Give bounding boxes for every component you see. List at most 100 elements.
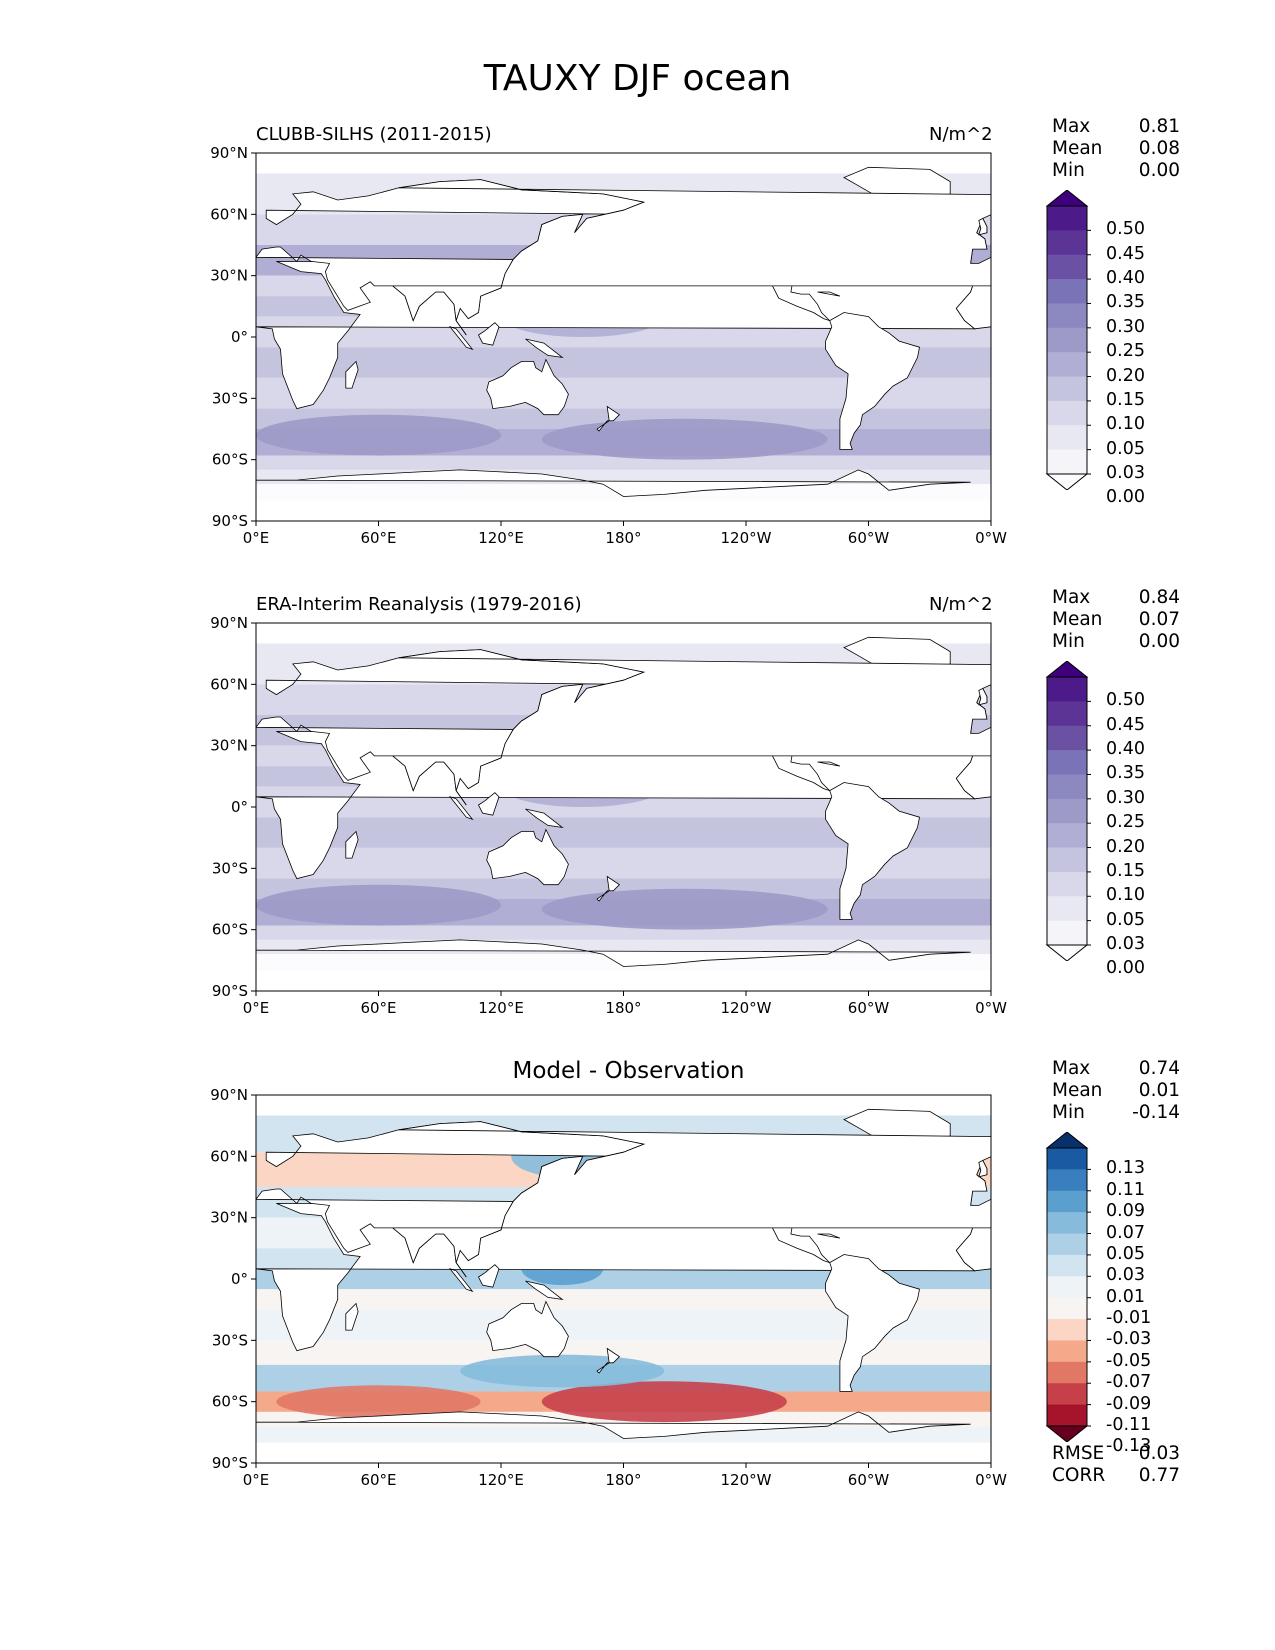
- coastline-antarctica: [256, 939, 971, 991]
- colorbar-tick-label: 0.00: [1106, 487, 1145, 508]
- panel-1-colorbar: [1045, 190, 1091, 490]
- colorbar-tick-label: 0.05: [1106, 1243, 1145, 1264]
- coastline-nz: [596, 875, 621, 902]
- coastline-samerica: [825, 782, 920, 920]
- min-value: 0.00: [1138, 631, 1180, 652]
- panel-3-title: Model - Observation: [512, 1058, 745, 1084]
- coastline-australia: [486, 1300, 569, 1358]
- coastline-cuba: [817, 291, 841, 297]
- colorbar-tick-label: 0.40: [1106, 739, 1145, 760]
- coastline-eurasia-wrap: [391, 179, 991, 336]
- colorbar-tick-label: 0.40: [1106, 268, 1145, 289]
- lat-tick-label: 30°S: [212, 1331, 248, 1349]
- coastline-eurasia-wrap: [391, 1121, 991, 1278]
- lon-tick-label: 60°E: [360, 1471, 396, 1489]
- colorbar-tick-label: 0.00: [1106, 958, 1145, 979]
- colorbar-segment: [1047, 1361, 1087, 1384]
- lon-tick-label: 180°: [605, 529, 641, 547]
- colorbar-tick-label: 0.11: [1106, 1179, 1145, 1200]
- field-patch: [256, 414, 501, 456]
- colorbar-extend-min: [1045, 473, 1089, 490]
- max-label: Max: [1052, 116, 1091, 137]
- colorbar-segment: [1047, 425, 1087, 451]
- colorbar-segment: [1047, 352, 1087, 378]
- min-label: Min: [1052, 1102, 1085, 1123]
- colorbar-segment: [1047, 206, 1087, 231]
- max-value: 0.81: [1138, 116, 1180, 137]
- colorbar-tick-label: 0.01: [1106, 1286, 1145, 1307]
- coastline-samerica: [825, 312, 920, 450]
- coastline-uk-wrap: [978, 217, 988, 236]
- lon-tick-label: 120°W: [721, 999, 772, 1017]
- colorbar-tick-label: 0.13: [1106, 1158, 1145, 1179]
- coastline-sumatra: [448, 1268, 474, 1293]
- mean-label: Mean: [1052, 138, 1103, 159]
- coastline-eurasia-wrap: [391, 649, 991, 806]
- colorbar-tick-label: 0.20: [1106, 365, 1145, 386]
- colorbar-tick-label: 0.10: [1106, 885, 1145, 906]
- colorbar-tick-label: -0.13: [1106, 1436, 1152, 1457]
- lon-tick-label: 120°E: [478, 529, 524, 547]
- coastline-nz: [596, 1347, 621, 1374]
- lon-tick-label: 60°W: [848, 999, 890, 1017]
- min-label: Min: [1052, 160, 1085, 181]
- coastline-madagascar: [345, 360, 359, 389]
- colorbar-tick-label: -0.05: [1106, 1350, 1152, 1371]
- panel-3-metrics: RMSE 0.03 CORR 0.77: [1052, 1443, 1180, 1487]
- panel-3-colorbar: [1045, 1132, 1091, 1442]
- coastline-cuba: [817, 1233, 841, 1239]
- field-patch: [276, 1385, 481, 1419]
- lon-tick-label: 180°: [605, 999, 641, 1017]
- colorbar-tick-label: 0.45: [1106, 243, 1145, 264]
- colorbar-tick-label: 0.05: [1106, 909, 1145, 930]
- panel-2-map: 90°N 60°N 30°N 0° 30°S 60°S 90°S0°E 60°E 120°E 18…: [210, 614, 1007, 1017]
- lon-tick-label: 180°: [605, 1471, 641, 1489]
- panel-1-units: N/m^2: [929, 124, 993, 145]
- coastline-newguinea: [525, 808, 564, 829]
- field-patch: [256, 884, 501, 926]
- lon-tick-label: 60°W: [848, 1471, 890, 1489]
- colorbar-tick-label: -0.07: [1106, 1372, 1152, 1393]
- field-band: [256, 925, 991, 940]
- colorbar-segment: [1047, 1383, 1087, 1406]
- mean-label: Mean: [1052, 1080, 1103, 1101]
- colorbar-tick-label: 0.25: [1106, 341, 1145, 362]
- colorbar-segment: [1047, 1233, 1087, 1256]
- panel-3-map: 90°N 60°N 30°N 0° 30°S 60°S 90°S0°E 60°E 120°E 18…: [210, 1086, 1007, 1489]
- coastline-nz: [596, 405, 621, 432]
- lon-tick-label: 0°E: [243, 999, 270, 1017]
- colorbar-segment: [1047, 896, 1087, 922]
- colorbar-segment: [1047, 823, 1087, 849]
- lat-tick-label: 30°N: [210, 1209, 248, 1227]
- min-value: -0.14: [1132, 1102, 1180, 1123]
- mean-label: Mean: [1052, 609, 1103, 630]
- colorbar-segment: [1047, 449, 1087, 475]
- colorbar-segment: [1047, 701, 1087, 727]
- coastline-australia: [486, 358, 569, 416]
- field-patch: [541, 418, 828, 460]
- coastline-australia: [486, 828, 569, 886]
- coastline-sumatra: [448, 326, 474, 351]
- coastline-borneo: [477, 1264, 500, 1288]
- lat-tick-label: 60°S: [212, 451, 248, 469]
- lon-tick-label: 0°W: [975, 999, 1007, 1017]
- lon-tick-label: 60°E: [360, 999, 396, 1017]
- colorbar-segment: [1047, 279, 1087, 304]
- colorbar-segment: [1047, 1276, 1087, 1299]
- panel-2-title-left: ERA-Interim Reanalysis (1979-2016): [256, 594, 582, 615]
- colorbar-segment: [1047, 303, 1087, 329]
- coastline-madagascar: [345, 1302, 359, 1331]
- lon-tick-label: 0°E: [243, 1471, 270, 1489]
- colorbar-tick-label: -0.01: [1106, 1308, 1152, 1329]
- colorbar-segment: [1047, 1404, 1087, 1427]
- lat-tick-label: 0°: [231, 1270, 248, 1288]
- panel-2-units: N/m^2: [929, 594, 993, 615]
- panel-3-stats: Max 0.74 Mean 0.01 Min -0.14: [1052, 1058, 1180, 1124]
- colorbar-segment: [1047, 1340, 1087, 1363]
- colorbar-segment: [1047, 725, 1087, 751]
- colorbar-segment: [1047, 1297, 1087, 1320]
- lat-tick-label: 90°S: [212, 1454, 248, 1472]
- field-patch: [541, 1381, 787, 1423]
- colorbar-segment: [1047, 400, 1087, 426]
- colorbar-tick-label: 0.09: [1106, 1201, 1145, 1222]
